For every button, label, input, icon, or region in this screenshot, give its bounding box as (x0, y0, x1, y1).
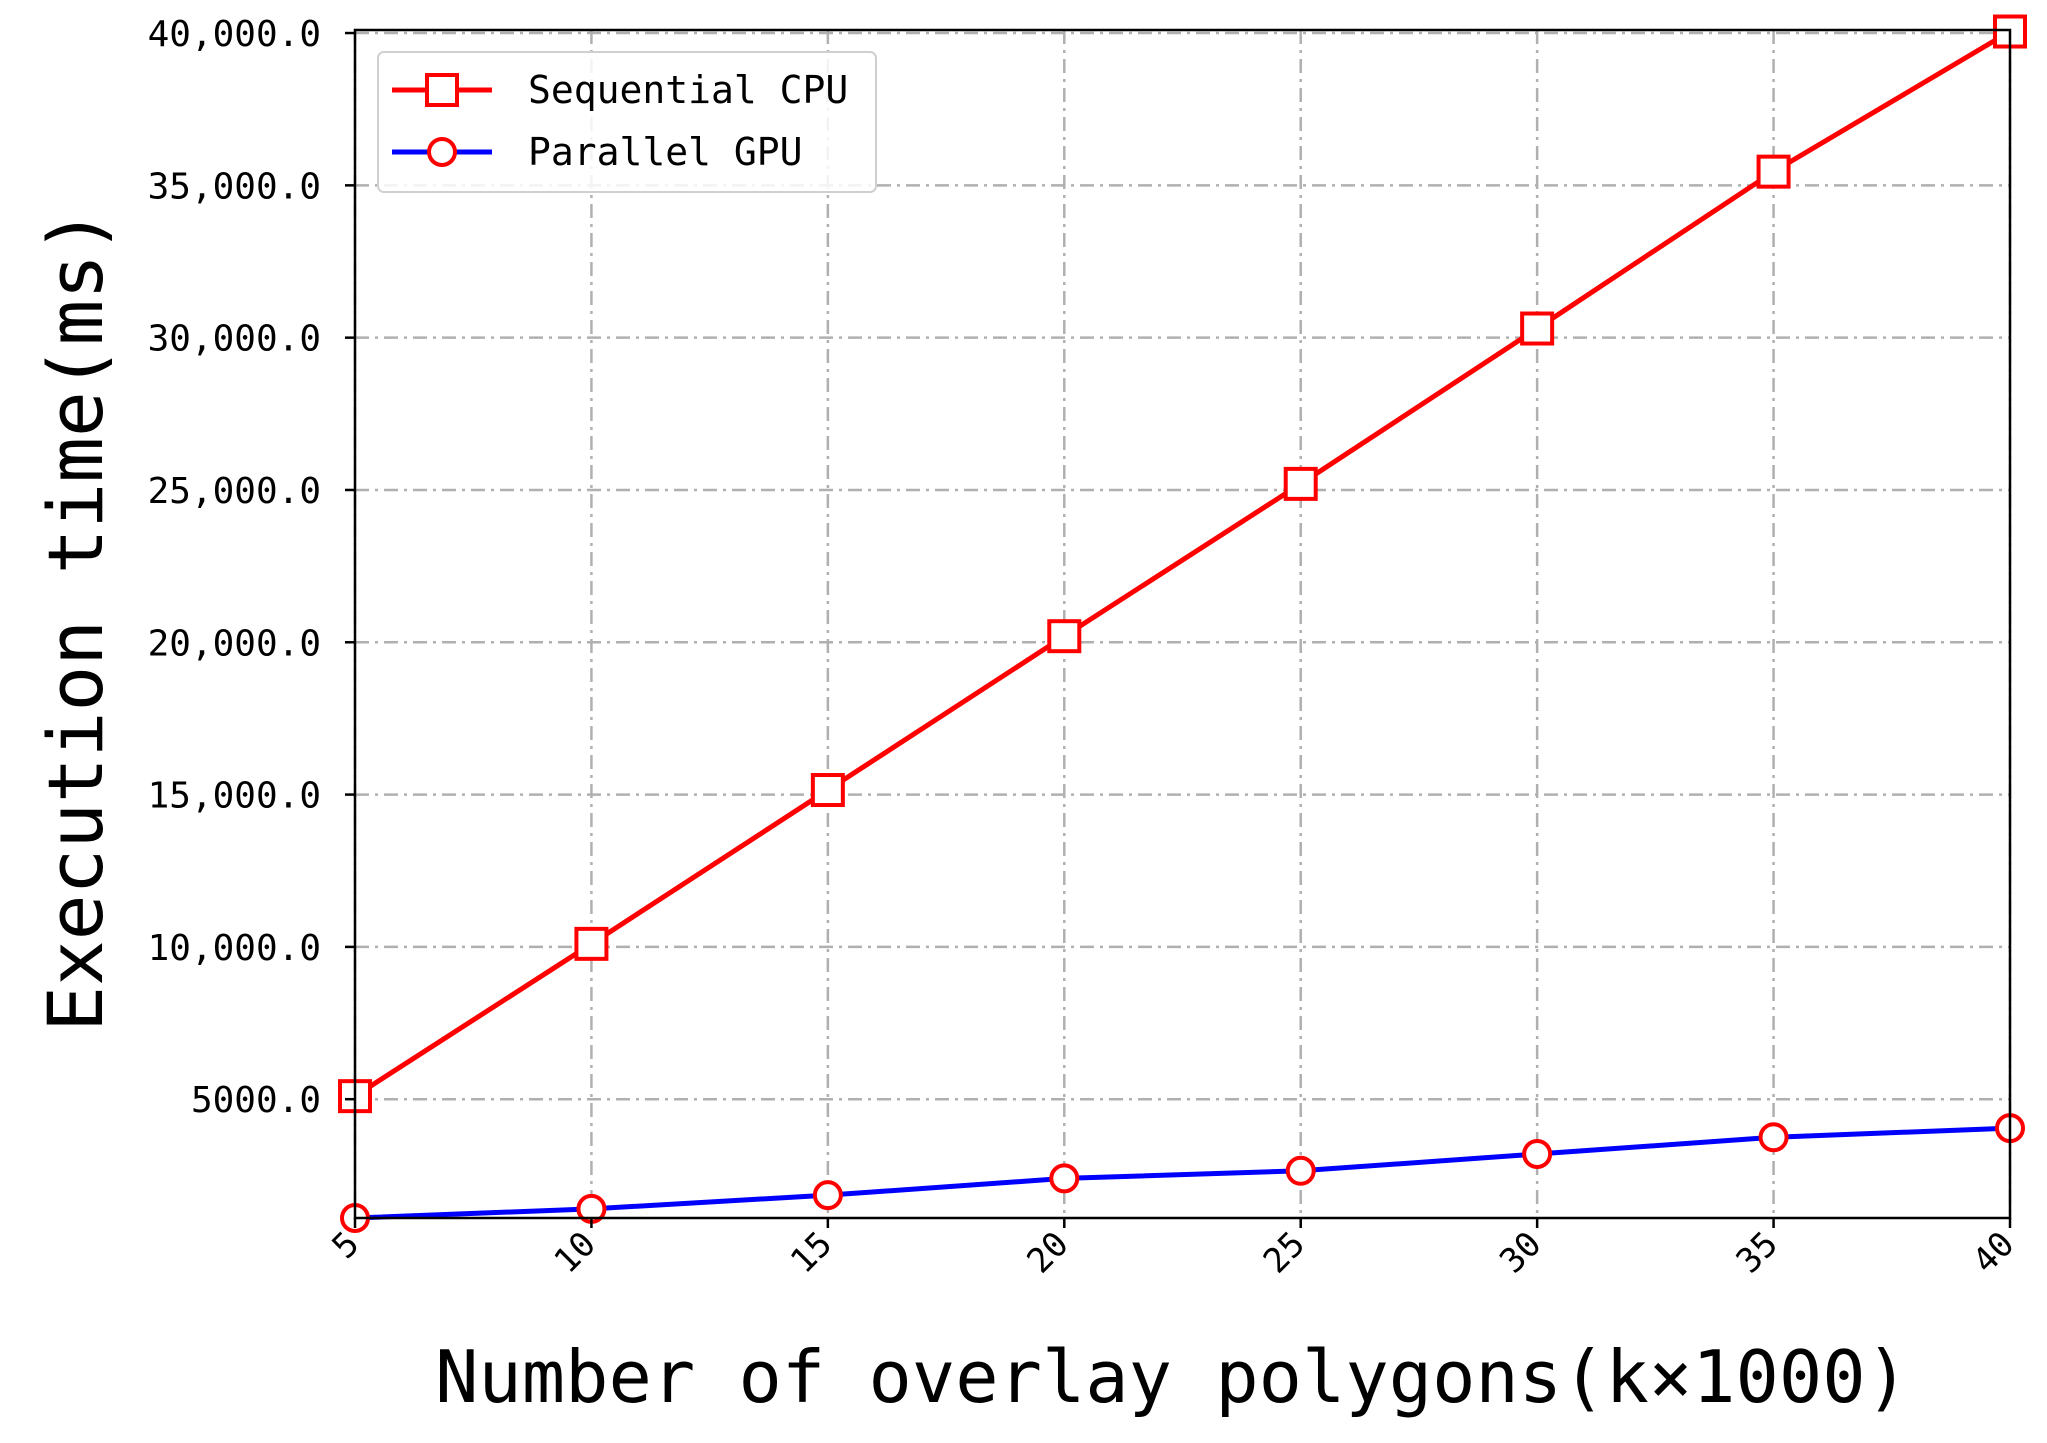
plot-frame (353, 28, 2012, 1220)
data-point-circle (1522, 1139, 1553, 1170)
series-2 (340, 1113, 2025, 1233)
y-axis-ticks: 5000.0 10,000.0 15,000.0 20,000.0 25,000.0 30… (148, 14, 355, 1121)
legend: Sequential CPU Parallel GPU (377, 51, 877, 193)
y-tick-label: 40,000.0 (148, 14, 321, 55)
data-point-square (574, 926, 609, 961)
y-tick-label: 35,000.0 (148, 166, 321, 207)
y-tick-label: 10,000.0 (148, 928, 321, 969)
series-line (353, 29, 2012, 1099)
data-point-square (1047, 619, 1082, 654)
y-tick-label: 15,000.0 (148, 776, 321, 817)
data-point-circle (1049, 1163, 1080, 1194)
data-point-square (1283, 466, 1318, 501)
data-point-square (1520, 311, 1555, 346)
series-line (354, 1125, 2011, 1221)
data-point-square (810, 773, 845, 808)
data-point-circle (1285, 1155, 1316, 1186)
series-1 (338, 14, 2027, 1114)
y-tick-label: 25,000.0 (148, 471, 321, 512)
y-tick-label: 5000.0 (191, 1080, 321, 1121)
y-tick-label: 30,000.0 (148, 319, 321, 360)
y-axis-title: Execution time(ms) (31, 208, 120, 1032)
legend-label: Parallel GPU (528, 130, 803, 174)
data-point-square (1756, 154, 1791, 189)
data-point-circle (1758, 1122, 1789, 1153)
series-layer (338, 14, 2027, 1233)
legend-marker-square (425, 73, 459, 107)
x-axis-title: Number of overlay polygons(k×1000) (435, 1335, 1909, 1419)
y-tick-label: 20,000.0 (148, 623, 321, 664)
legend-marker-circle (427, 137, 457, 167)
legend-label: Sequential CPU (528, 68, 848, 112)
data-point-circle (812, 1180, 843, 1211)
legend-box (377, 51, 877, 193)
